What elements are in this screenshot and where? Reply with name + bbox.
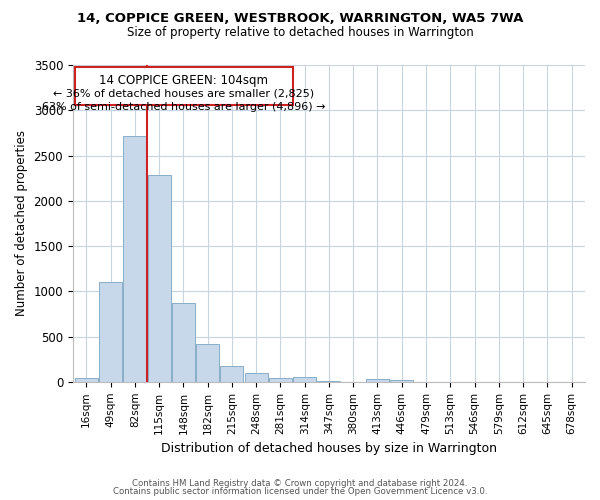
Bar bbox=[196, 344, 219, 382]
X-axis label: Distribution of detached houses by size in Warrington: Distribution of detached houses by size … bbox=[161, 442, 497, 455]
Text: Contains public sector information licensed under the Open Government Licence v3: Contains public sector information licen… bbox=[113, 488, 487, 496]
Text: Contains HM Land Registry data © Crown copyright and database right 2024.: Contains HM Land Registry data © Crown c… bbox=[132, 478, 468, 488]
Bar bbox=[75, 378, 98, 382]
Bar bbox=[390, 380, 413, 382]
FancyBboxPatch shape bbox=[76, 67, 293, 105]
Text: 14, COPPICE GREEN, WESTBROOK, WARRINGTON, WA5 7WA: 14, COPPICE GREEN, WESTBROOK, WARRINGTON… bbox=[77, 12, 523, 26]
Bar bbox=[148, 174, 170, 382]
Bar bbox=[366, 379, 389, 382]
Bar bbox=[293, 377, 316, 382]
Bar bbox=[269, 378, 292, 382]
Bar bbox=[172, 303, 195, 382]
Bar bbox=[245, 373, 268, 382]
Bar bbox=[123, 136, 146, 382]
Bar bbox=[220, 366, 244, 382]
Text: ← 36% of detached houses are smaller (2,825): ← 36% of detached houses are smaller (2,… bbox=[53, 88, 314, 99]
Bar bbox=[99, 282, 122, 382]
Y-axis label: Number of detached properties: Number of detached properties bbox=[15, 130, 28, 316]
Text: 14 COPPICE GREEN: 104sqm: 14 COPPICE GREEN: 104sqm bbox=[100, 74, 268, 87]
Text: Size of property relative to detached houses in Warrington: Size of property relative to detached ho… bbox=[127, 26, 473, 39]
Text: 63% of semi-detached houses are larger (4,896) →: 63% of semi-detached houses are larger (… bbox=[42, 102, 326, 112]
